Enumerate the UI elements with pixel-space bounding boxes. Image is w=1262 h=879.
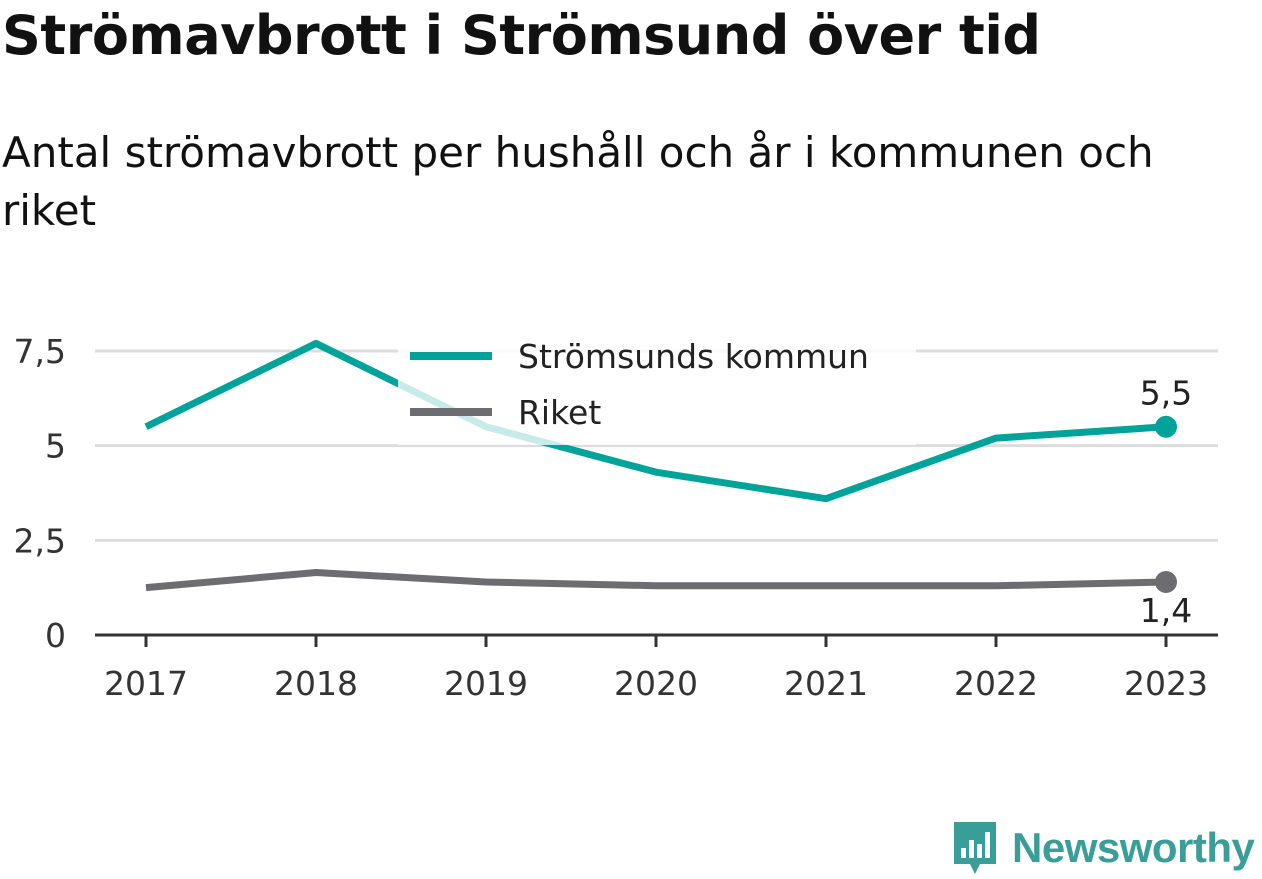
- legend-background: [398, 325, 916, 445]
- bar-chart-bubble-icon: [954, 822, 996, 874]
- x-tick-label: 2017: [104, 664, 188, 703]
- legend-label: Strömsunds kommun: [518, 337, 869, 376]
- x-tick-label: 2021: [784, 664, 868, 703]
- x-tick-label: 2022: [954, 664, 1038, 703]
- y-tick-label: 2,5: [14, 521, 66, 560]
- chart-subtitle: Antal strömavbrott per hushåll och år i …: [2, 128, 1154, 235]
- series-line: [145, 569, 1167, 592]
- x-tick-label: 2019: [444, 664, 528, 703]
- x-tick-label: 2023: [1124, 664, 1208, 703]
- data-point: [1155, 415, 1177, 438]
- data-point: [1155, 570, 1177, 593]
- y-tick-label: 5: [45, 427, 66, 466]
- x-tick-label: 2018: [274, 664, 358, 703]
- brand-name: Newsworthy: [1012, 824, 1255, 871]
- end-value-label: 1,4: [1140, 591, 1192, 630]
- series-line: [144, 339, 1167, 503]
- end-value-label: 5,5: [1140, 374, 1192, 413]
- chart-title: Strömavbrott i Strömsund över tid: [2, 4, 1041, 67]
- legend-label: Riket: [518, 393, 601, 432]
- newsworthy-logo: Newsworthy: [950, 818, 1255, 878]
- y-tick-label: 0: [45, 616, 66, 655]
- y-tick-label: 7,5: [14, 332, 66, 371]
- x-tick-label: 2020: [614, 664, 698, 703]
